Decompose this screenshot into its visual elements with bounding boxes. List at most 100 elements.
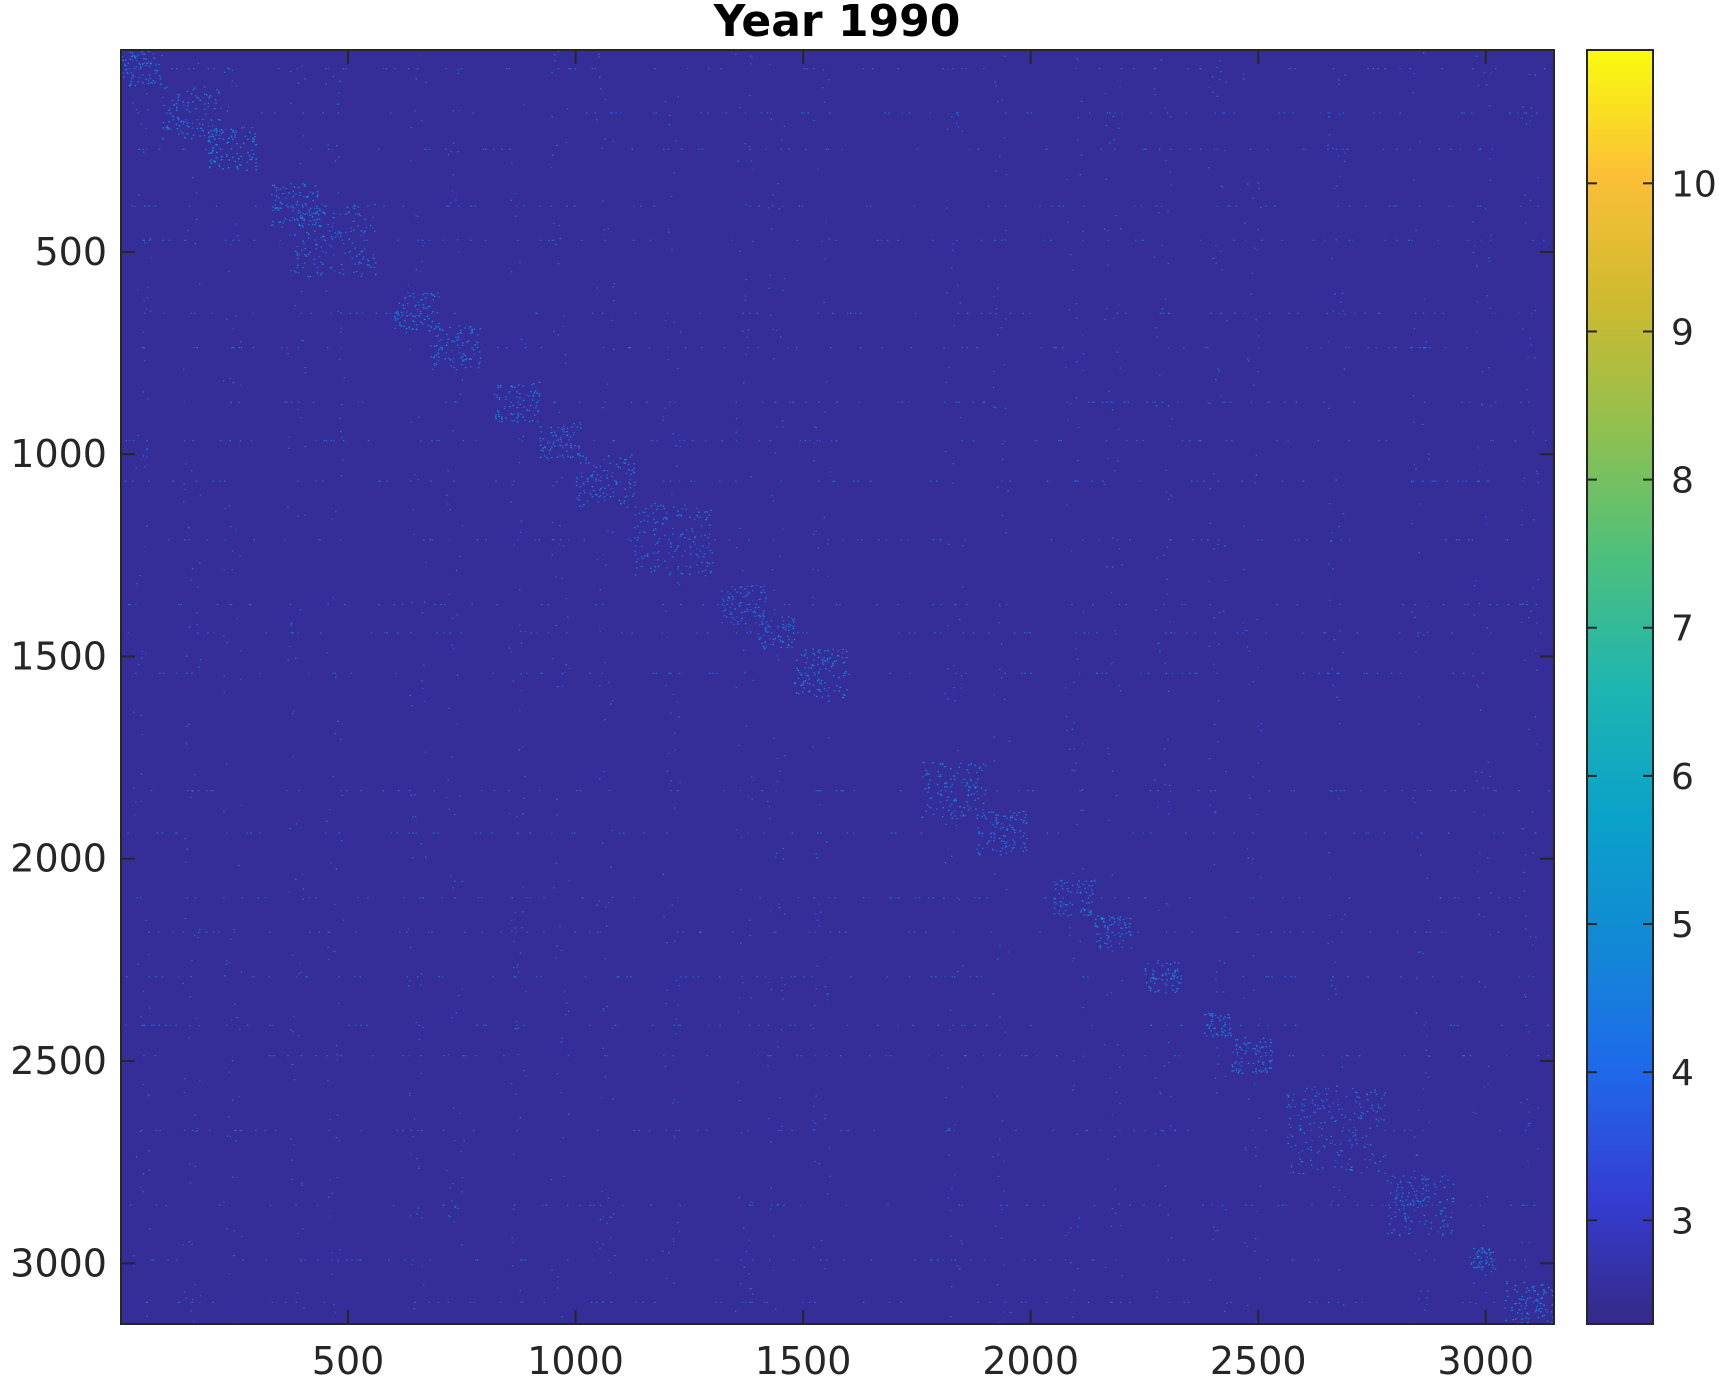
- heatmap-cell: [640, 565, 643, 568]
- heatmap-cell: [683, 440, 686, 442]
- heatmap-cell: [191, 122, 194, 124]
- heatmap-cell: [761, 621, 763, 623]
- heatmap-cell: [131, 52, 134, 54]
- heatmap-cell: [728, 539, 731, 541]
- heatmap-cell: [758, 606, 760, 608]
- heatmap-cell: [1216, 672, 1218, 674]
- heatmap-cell: [1289, 68, 1292, 70]
- heatmap-cell: [1235, 1061, 1238, 1063]
- heatmap-cell: [337, 112, 339, 114]
- heatmap-cell: [805, 148, 807, 150]
- heatmap-cell: [1171, 978, 1173, 980]
- heatmap-cell: [1237, 1072, 1240, 1074]
- heatmap-cell: [1424, 1179, 1427, 1181]
- heatmap-cell: [1428, 1233, 1430, 1235]
- heatmap-cell: [1310, 1164, 1313, 1166]
- heatmap-cell: [1077, 139, 1079, 141]
- heatmap-cell: [1317, 1105, 1319, 1107]
- heatmap-cell: [184, 440, 186, 442]
- heatmap-cell: [993, 840, 995, 842]
- heatmap-cell: [1109, 1077, 1112, 1079]
- heatmap-cell: [604, 662, 606, 664]
- heatmap-cell: [1006, 827, 1008, 830]
- heatmap-cell: [1004, 239, 1007, 241]
- heatmap-cell: [568, 1113, 570, 1115]
- heatmap-cell: [1001, 847, 1004, 849]
- heatmap-cell: [696, 554, 699, 556]
- heatmap-cell: [749, 205, 751, 207]
- heatmap-cell: [606, 383, 609, 385]
- heatmap-cell: [364, 218, 366, 220]
- heatmap-cell: [571, 447, 573, 449]
- heatmap-cell: [331, 246, 333, 248]
- heatmap-cell: [823, 688, 826, 690]
- heatmap-cell: [977, 148, 980, 150]
- heatmap-cell: [710, 570, 712, 573]
- heatmap-cell: [320, 225, 322, 227]
- heatmap-cell: [298, 272, 300, 274]
- heatmap-cell: [1256, 1044, 1258, 1047]
- heatmap-cell: [1269, 1067, 1271, 1069]
- heatmap-cell: [956, 897, 959, 899]
- heatmap-cell: [151, 82, 154, 84]
- heatmap-cell: [183, 483, 185, 485]
- heatmap-cell: [288, 436, 291, 438]
- heatmap-cell: [776, 757, 779, 759]
- heatmap-cell: [811, 664, 814, 666]
- heatmap-cell: [780, 1029, 783, 1031]
- heatmap-cell: [239, 164, 241, 166]
- heatmap-cell: [1478, 148, 1481, 150]
- heatmap-cell: [814, 1122, 817, 1124]
- heatmap-cell: [1176, 990, 1178, 992]
- heatmap-cell: [852, 832, 855, 834]
- heatmap-cell: [1183, 347, 1185, 349]
- heatmap-cell: [233, 131, 236, 134]
- heatmap-cell: [819, 668, 822, 670]
- heatmap-cell: [565, 141, 568, 144]
- heatmap-cell: [838, 655, 840, 657]
- heatmap-cell: [547, 440, 549, 442]
- heatmap-cell: [716, 672, 718, 674]
- heatmap-cell: [219, 480, 222, 482]
- heatmap-cell: [188, 627, 190, 629]
- heatmap-cell: [945, 790, 947, 792]
- heatmap-cell: [765, 597, 767, 599]
- heatmap-cell: [295, 271, 297, 273]
- heatmap-cell: [218, 165, 221, 168]
- heatmap-cell: [581, 476, 583, 478]
- heatmap-cell: [1157, 962, 1159, 964]
- heatmap-cell: [735, 401, 737, 403]
- heatmap-cell: [816, 919, 819, 921]
- heatmap-cell: [511, 385, 513, 387]
- heatmap-cell: [1389, 1207, 1391, 1209]
- heatmap-cell: [684, 537, 686, 539]
- heatmap-cell: [334, 903, 336, 906]
- heatmap-cell: [782, 998, 784, 1000]
- heatmap-cell: [506, 68, 508, 70]
- heatmap-cell: [978, 854, 981, 856]
- heatmap-cell: [177, 117, 179, 120]
- heatmap-cell: [1168, 972, 1170, 975]
- heatmap-cell: [171, 68, 173, 70]
- heatmap-cell: [944, 451, 947, 453]
- heatmap-cell: [752, 590, 754, 592]
- heatmap-cell: [168, 539, 170, 541]
- heatmap-cell: [1299, 1125, 1301, 1127]
- heatmap-cell: [408, 1055, 411, 1057]
- heatmap-cell: [131, 55, 134, 57]
- heatmap-cell: [386, 480, 389, 482]
- heatmap-cell: [1486, 1256, 1488, 1258]
- heatmap-cell: [1486, 1252, 1488, 1254]
- heatmap-cell: [562, 1137, 565, 1139]
- heatmap-cell: [522, 435, 525, 438]
- heatmap-cell: [827, 575, 829, 577]
- heatmap-cell: [650, 567, 652, 569]
- heatmap-cell: [511, 420, 513, 422]
- heatmap-cell: [140, 123, 143, 125]
- heatmap-cell: [1401, 1200, 1404, 1203]
- heatmap-cell: [202, 118, 204, 120]
- heatmap-cell: [1413, 1209, 1416, 1211]
- heatmap-cell: [192, 1299, 194, 1301]
- heatmap-cell: [569, 68, 572, 70]
- heatmap-cell: [331, 1252, 333, 1254]
